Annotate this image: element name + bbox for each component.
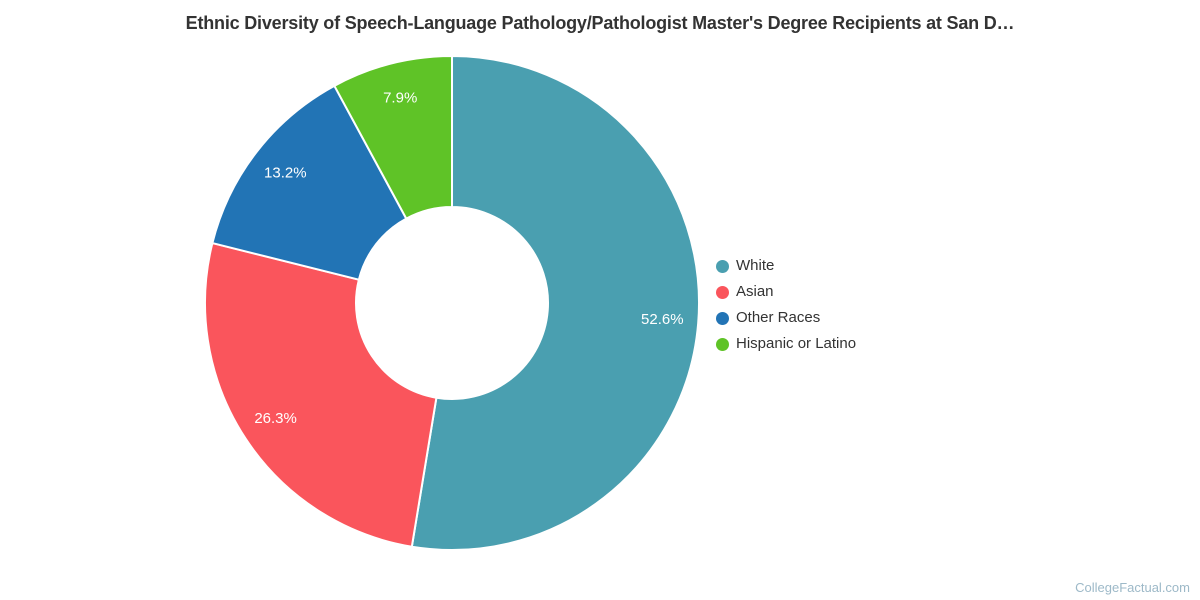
legend-item-other-races[interactable]: Other Races	[716, 305, 856, 331]
slice-label-other-races: 13.2%	[264, 165, 307, 182]
pie-slice-asian[interactable]	[204, 242, 438, 548]
legend-label-asian: Asian	[736, 283, 774, 300]
pie-slice-other-races[interactable]	[211, 84, 408, 281]
slice-label-asian: 26.3%	[254, 410, 297, 427]
legend-marker-white-icon	[716, 259, 729, 273]
pie-slice-hispanic-or-latino[interactable]	[333, 55, 453, 220]
legend-marker-hispanic-or-latino-icon	[716, 337, 729, 351]
legend-item-hispanic-or-latino[interactable]: Hispanic or Latino	[716, 331, 856, 357]
legend-item-asian[interactable]: Asian	[716, 279, 856, 305]
legend-marker-other-races-icon	[716, 311, 729, 325]
slice-label-white: 52.6%	[641, 311, 684, 328]
legend-label-white: White	[736, 257, 775, 274]
legend-item-white[interactable]: White	[716, 253, 856, 279]
legend: White Asian Other Races Hispanic or Lati…	[716, 253, 856, 357]
watermark-link[interactable]: CollegeFactual.com	[1075, 580, 1190, 595]
slice-label-hispanic-or-latino: 7.9%	[383, 89, 417, 106]
legend-marker-asian-icon	[716, 285, 729, 299]
pie-slice-white[interactable]	[410, 55, 701, 551]
legend-label-other-races: Other Races	[736, 309, 821, 326]
chart-title: Ethnic Diversity of Speech-Language Path…	[185, 13, 1015, 33]
legend-label-hispanic-or-latino: Hispanic or Latino	[736, 335, 857, 352]
